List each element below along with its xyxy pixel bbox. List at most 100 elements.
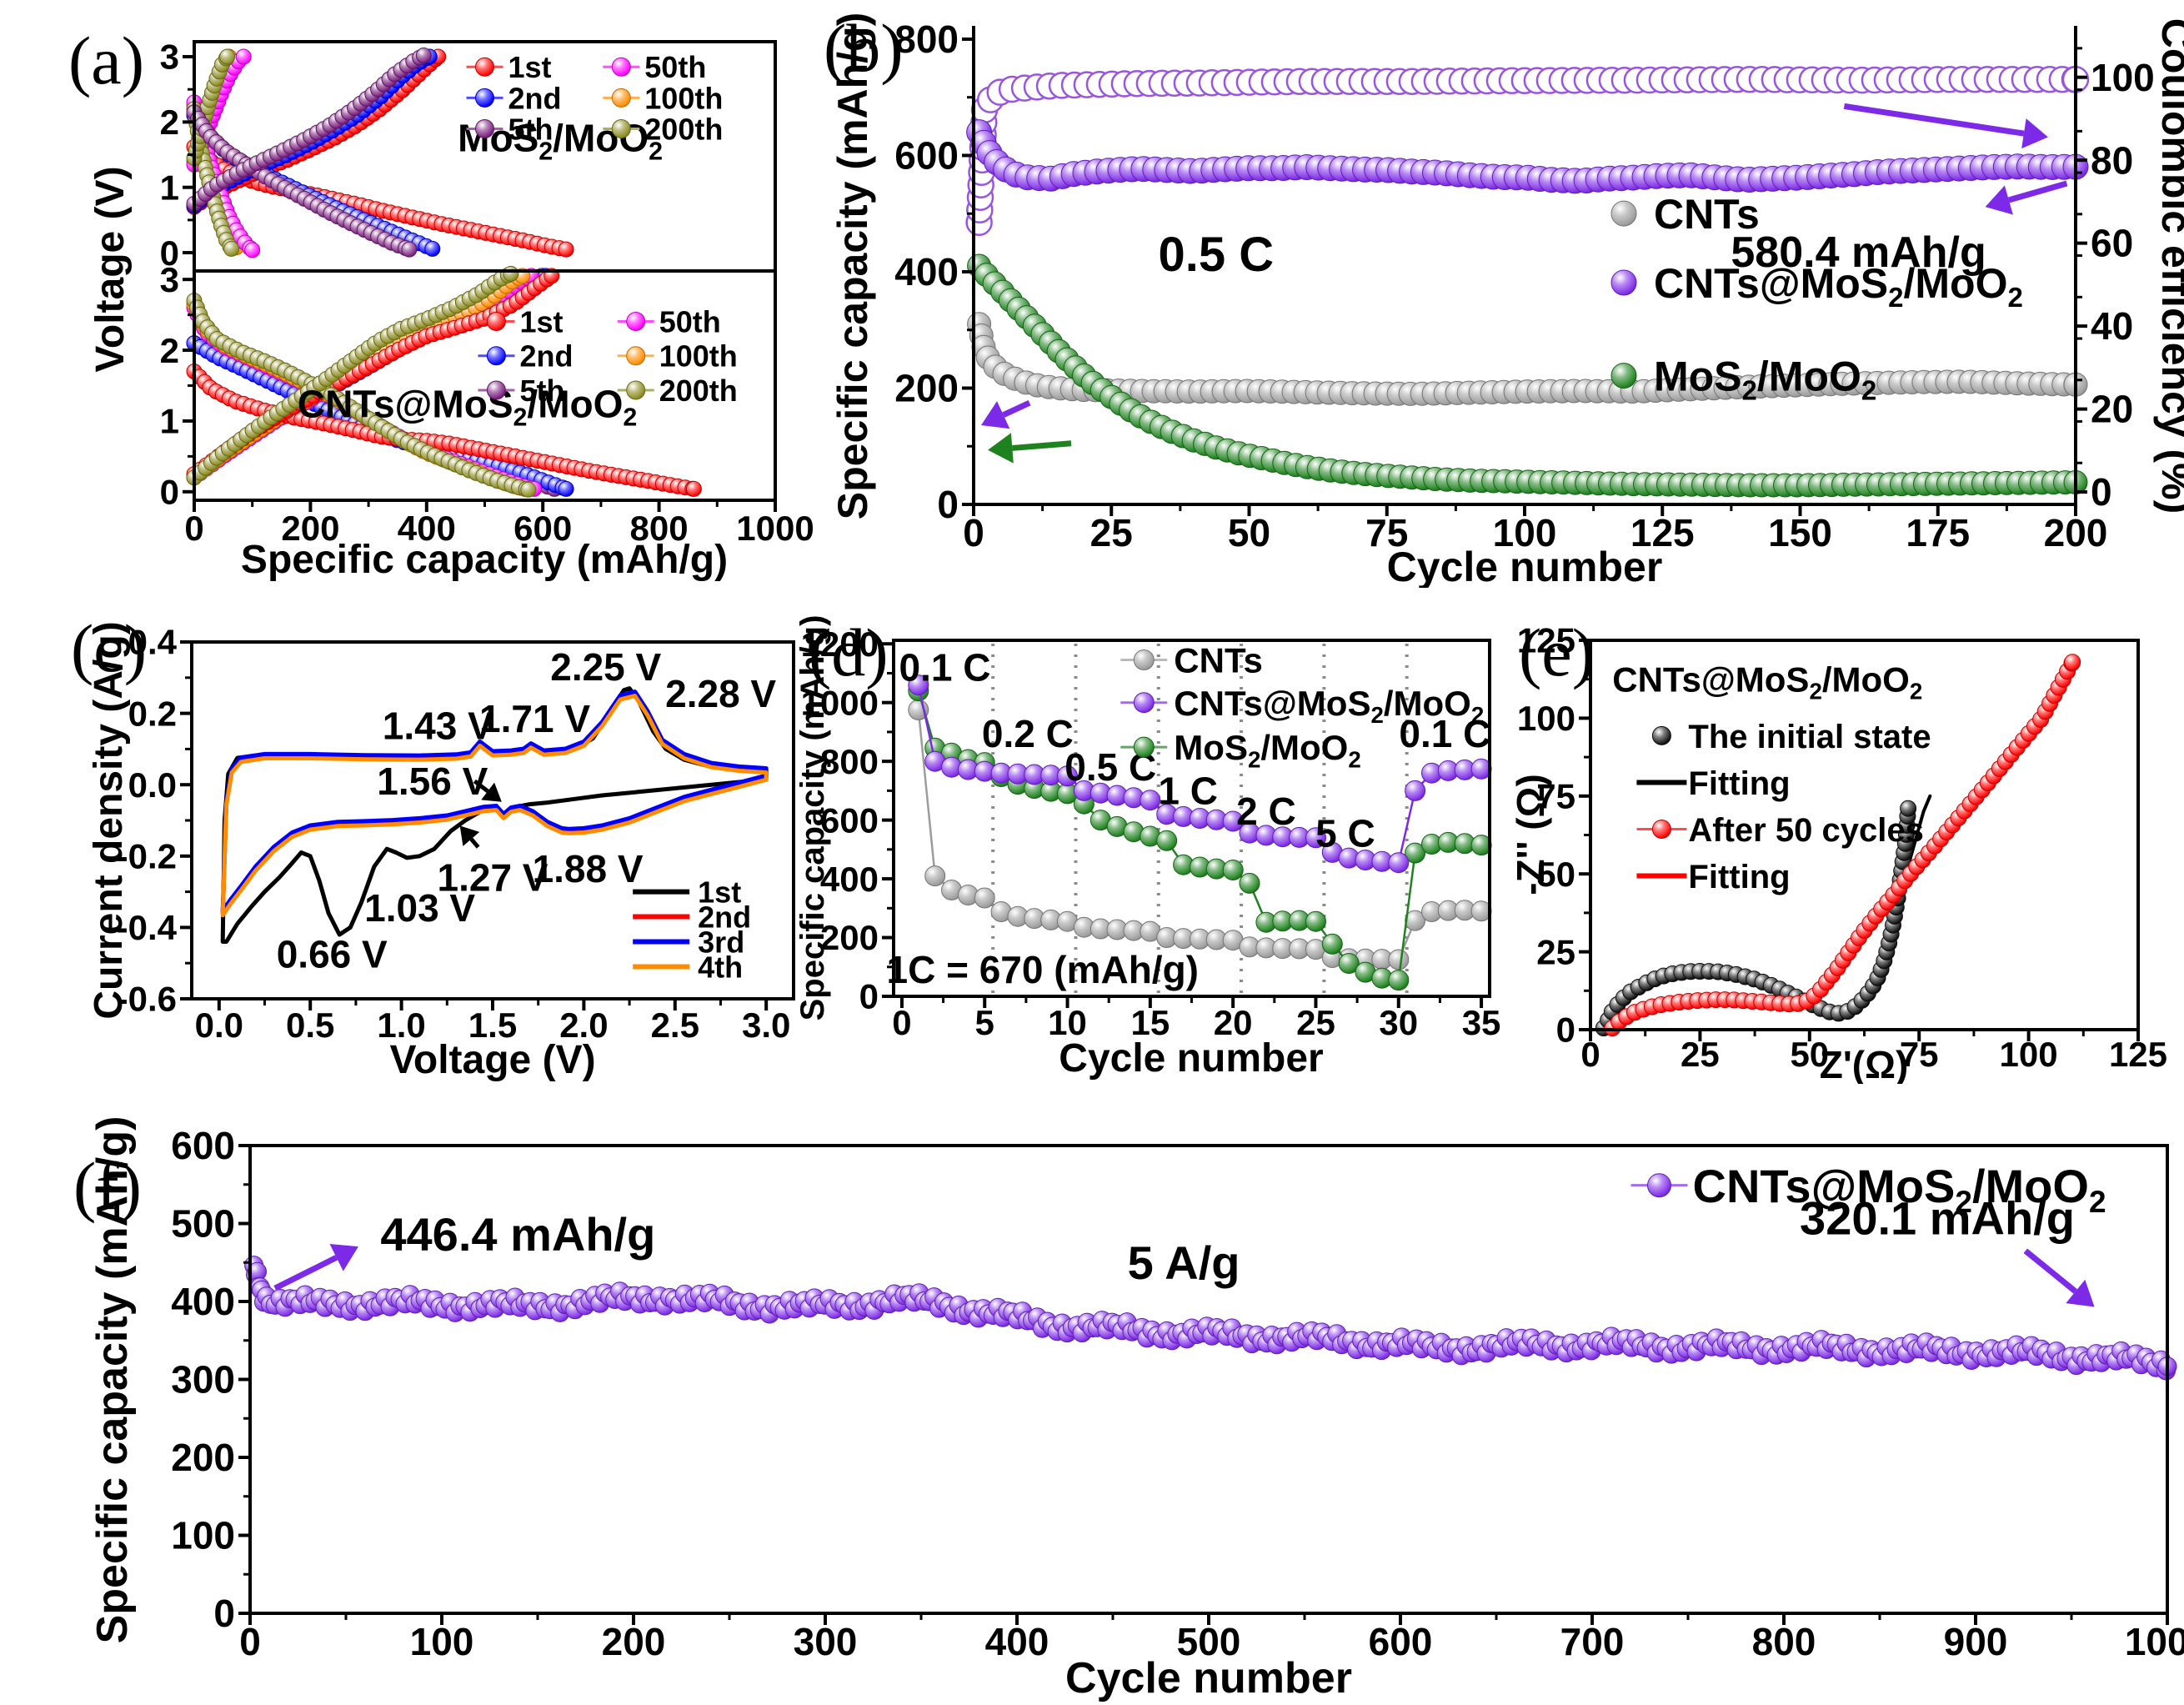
svg-text:2: 2	[160, 103, 179, 142]
svg-text:0.4: 0.4	[128, 623, 178, 662]
svg-text:500: 500	[171, 1202, 235, 1246]
svg-text:0.1 C: 0.1 C	[1399, 712, 1490, 755]
svg-text:MoS2/MoO2: MoS2/MoO2	[1174, 728, 1360, 772]
svg-text:1200: 1200	[801, 624, 879, 664]
svg-text:1.03 V: 1.03 V	[364, 886, 475, 930]
svg-text:(f): (f)	[73, 1148, 142, 1224]
svg-text:0: 0	[160, 233, 179, 273]
svg-text:CNTs@MoS2/MoO2: CNTs@MoS2/MoO2	[1612, 659, 1922, 704]
svg-text:3: 3	[160, 38, 179, 77]
svg-text:600: 600	[171, 1124, 235, 1167]
svg-text:-Z'' (Ω): -Z'' (Ω)	[1513, 774, 1552, 895]
svg-text:1: 1	[160, 402, 179, 441]
svg-text:CNTs@MoS2/MoO2: CNTs@MoS2/MoO2	[298, 383, 637, 432]
svg-text:0: 0	[892, 1003, 911, 1042]
panel-e-eis-nyquist: 0 25 50 75 100 125 0 25 50 75 100 125 Z'(Ω) -Z'' (Ω) C…	[1513, 614, 2167, 1084]
svg-text:MoS2/MoO2: MoS2/MoO2	[458, 117, 663, 166]
svg-text:600: 600	[513, 509, 572, 548]
svg-text:1st: 1st	[519, 304, 563, 338]
svg-text:100: 100	[2091, 56, 2155, 99]
panel-b-cycling-performance: 0 25 50 75 100 125 150 175 200020040060080002040…	[824, 10, 2184, 588]
svg-text:25: 25	[1681, 1035, 1720, 1074]
svg-text:75: 75	[1900, 1035, 1939, 1074]
svg-text:0: 0	[963, 511, 984, 554]
svg-text:100: 100	[410, 1620, 474, 1663]
svg-text:400: 400	[820, 860, 879, 899]
svg-text:1000: 1000	[801, 683, 879, 722]
svg-text:600: 600	[894, 134, 959, 178]
svg-text:-0.2: -0.2	[117, 837, 177, 876]
svg-text:5th: 5th	[519, 374, 564, 408]
svg-text:2nd: 2nd	[698, 900, 751, 935]
svg-text:0.66 V: 0.66 V	[277, 933, 388, 976]
panel-f-long-cycling: 0 100 200 300 400 500 600 700 800 900 1000 0 100 200 3…	[73, 1116, 2184, 1702]
svg-text:500: 500	[1177, 1620, 1241, 1663]
svg-text:1.88 V: 1.88 V	[533, 847, 644, 890]
svg-text:600: 600	[1369, 1620, 1433, 1663]
svg-text:0: 0	[859, 977, 879, 1016]
svg-text:1.27 V: 1.27 V	[438, 856, 549, 900]
svg-text:200th: 200th	[644, 112, 723, 146]
svg-text:125: 125	[2109, 1035, 2167, 1074]
svg-text:100: 100	[1493, 511, 1557, 554]
svg-text:15: 15	[1130, 1003, 1170, 1042]
svg-text:(b): (b)	[824, 10, 904, 86]
svg-text:50: 50	[1790, 1035, 1829, 1074]
svg-text:35: 35	[1462, 1003, 1501, 1042]
svg-text:580.4 mAh/g: 580.4 mAh/g	[1731, 228, 1986, 277]
svg-text:Specific capacity (mAh/g): Specific capacity (mAh/g)	[241, 538, 728, 582]
svg-text:0: 0	[160, 473, 179, 512]
svg-text:20: 20	[2091, 388, 2133, 431]
svg-text:400: 400	[985, 1620, 1049, 1663]
svg-text:1C = 670 (mAh/g): 1C = 670 (mAh/g)	[887, 948, 1200, 991]
svg-text:400: 400	[894, 250, 959, 293]
svg-text:4th: 4th	[698, 950, 743, 984]
svg-text:Voltage (V): Voltage (V)	[389, 1038, 595, 1082]
svg-text:1st: 1st	[508, 50, 552, 84]
svg-text:-0.4: -0.4	[117, 908, 178, 947]
svg-text:2 C: 2 C	[1236, 790, 1296, 833]
svg-text:600: 600	[820, 800, 879, 840]
panel-a-voltage-profiles: 0123MoS2/MoO21st2nd5th50th100th200th(a)0…	[68, 23, 814, 582]
svg-text:0: 0	[937, 483, 959, 526]
svg-text:800: 800	[630, 509, 689, 548]
svg-text:1.0: 1.0	[377, 1005, 425, 1045]
svg-text:100th: 100th	[659, 339, 738, 374]
svg-text:1st: 1st	[698, 875, 741, 910]
svg-text:80: 80	[2091, 138, 2133, 182]
svg-text:2nd: 2nd	[519, 339, 573, 374]
svg-text:MoS2/MoO2: MoS2/MoO2	[1654, 354, 1876, 406]
svg-text:75: 75	[1365, 511, 1408, 554]
svg-text:0.2: 0.2	[128, 694, 177, 733]
panel-d-rate-capability: 0 5 10 15 20 25 30 35 0 200 400 600 800 1000 1200 Cycle…	[796, 614, 1501, 1081]
svg-text:1: 1	[160, 168, 179, 207]
svg-text:Voltage (V): Voltage (V)	[88, 166, 133, 372]
svg-text:5th: 5th	[508, 112, 554, 146]
svg-text:-0.6: -0.6	[117, 980, 177, 1019]
svg-text:(e): (e)	[1519, 614, 1595, 690]
svg-text:Cycle number: Cycle number	[1059, 1036, 1323, 1081]
svg-text:175: 175	[1906, 511, 1970, 554]
svg-text:2.25 V: 2.25 V	[550, 645, 661, 689]
svg-text:200: 200	[820, 918, 879, 957]
svg-text:CNTs@MoS2/MoO2: CNTs@MoS2/MoO2	[1693, 1160, 2106, 1219]
svg-text:200: 200	[171, 1436, 235, 1479]
svg-text:Cycle number: Cycle number	[1065, 1654, 1352, 1702]
svg-text:125: 125	[1517, 621, 1575, 660]
svg-text:0.0: 0.0	[195, 1005, 243, 1045]
svg-text:200: 200	[281, 509, 339, 548]
svg-text:0: 0	[239, 1620, 261, 1663]
svg-text:Fitting: Fitting	[1688, 859, 1790, 895]
svg-text:25: 25	[1296, 1003, 1335, 1042]
svg-text:Specific capacity (mAh/g): Specific capacity (mAh/g)	[829, 13, 876, 520]
svg-text:60: 60	[2091, 222, 2133, 265]
svg-text:(c): (c)	[71, 610, 147, 686]
svg-text:1000: 1000	[2125, 1620, 2184, 1663]
svg-text:50: 50	[1536, 855, 1575, 894]
svg-text:CNTs: CNTs	[1654, 191, 1760, 238]
svg-text:800: 800	[894, 18, 959, 61]
svg-text:0: 0	[2091, 470, 2112, 514]
svg-text:75: 75	[1536, 777, 1575, 816]
svg-text:CNTs@MoS2/MoO2: CNTs@MoS2/MoO2	[1654, 260, 2023, 313]
svg-text:0.5 C: 0.5 C	[1159, 228, 1275, 282]
